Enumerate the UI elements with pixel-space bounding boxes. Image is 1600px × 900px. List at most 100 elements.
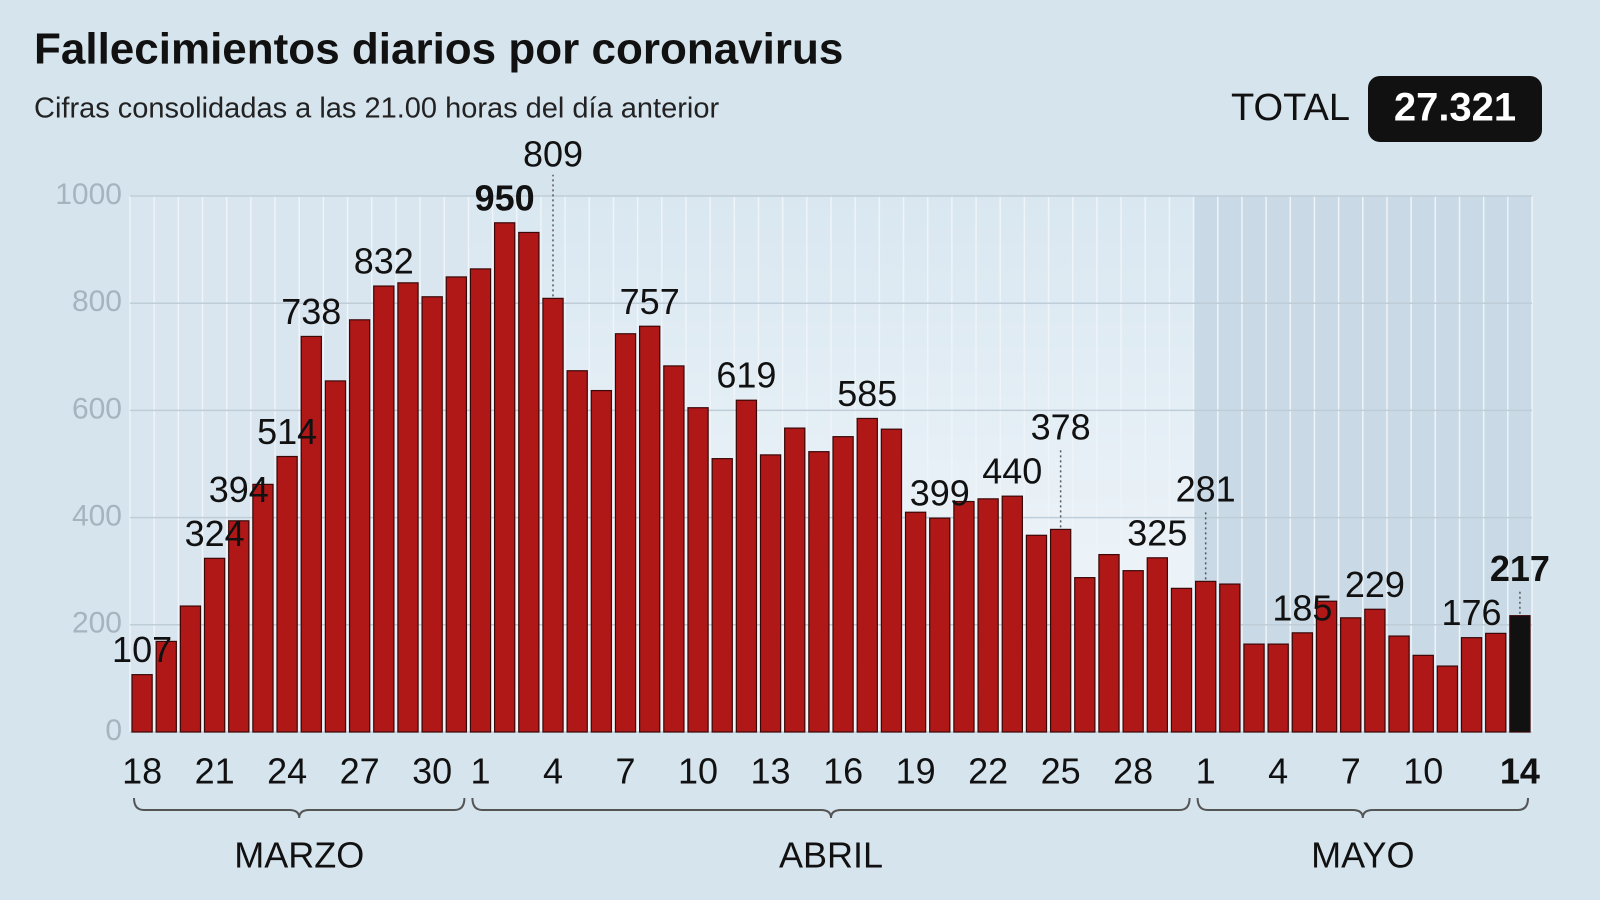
bar — [880, 428, 903, 733]
bar — [421, 296, 443, 733]
plot-area: 0200400600800100010732439451473883295080… — [55, 133, 1550, 875]
y-tick-label: 600 — [72, 392, 122, 425]
bar — [276, 455, 298, 733]
bar — [252, 483, 274, 733]
bar — [373, 285, 395, 733]
x-tick-label: 10 — [678, 751, 718, 792]
bar — [445, 276, 468, 733]
value-label: 325 — [1127, 512, 1187, 553]
value-label: 217 — [1490, 548, 1550, 589]
value-label: 809 — [523, 133, 583, 174]
bar — [711, 458, 733, 733]
x-tick-label: 27 — [340, 751, 380, 792]
month-bracket — [1196, 797, 1529, 819]
value-label: 619 — [716, 355, 776, 396]
x-tick-label: 19 — [896, 751, 936, 792]
value-label: 176 — [1442, 592, 1502, 633]
x-tick-label: 14 — [1500, 751, 1540, 792]
value-label: 324 — [185, 513, 245, 554]
value-label: 378 — [1031, 407, 1091, 448]
bar — [1291, 632, 1314, 733]
bar — [1122, 570, 1144, 733]
bar — [300, 335, 322, 733]
bar — [1025, 534, 1048, 733]
bar — [1049, 528, 1072, 733]
month-bracket — [471, 797, 1191, 819]
x-tick-label: 21 — [195, 751, 235, 792]
bar — [203, 557, 226, 733]
x-tick-label: 7 — [1341, 751, 1361, 792]
x-tick-label: 28 — [1113, 751, 1153, 792]
bar — [566, 370, 588, 733]
bar — [759, 454, 782, 733]
bar — [1485, 632, 1507, 733]
bar — [324, 380, 347, 733]
total-value: 27.321 — [1394, 86, 1516, 130]
value-label: 757 — [620, 281, 680, 322]
bar — [179, 605, 202, 733]
x-tick-label: 13 — [751, 751, 791, 792]
bar — [614, 333, 637, 733]
y-tick-label: 800 — [72, 285, 122, 318]
bar — [1098, 553, 1120, 733]
bar — [397, 282, 419, 733]
value-label: 440 — [982, 451, 1042, 492]
value-label: 585 — [837, 373, 897, 414]
bar — [1243, 643, 1265, 733]
x-tick-label: 30 — [412, 751, 452, 792]
bar — [1146, 557, 1169, 733]
bar — [228, 520, 250, 733]
value-label: 514 — [257, 411, 317, 452]
bar — [493, 222, 516, 733]
bar — [1364, 608, 1386, 733]
value-label: 394 — [209, 469, 269, 510]
y-tick-label: 0 — [105, 714, 122, 747]
x-tick-label: 22 — [968, 751, 1008, 792]
x-tick-label: 1 — [1196, 751, 1216, 792]
y-tick-label: 1000 — [55, 178, 122, 211]
x-tick-label: 4 — [543, 751, 563, 792]
bar — [929, 517, 951, 733]
bar — [687, 407, 709, 733]
month-label: ABRIL — [779, 835, 883, 876]
bar — [131, 674, 153, 733]
bar — [1509, 615, 1531, 733]
month-bracket — [133, 797, 466, 819]
value-label: 950 — [475, 177, 535, 218]
bar — [348, 319, 371, 733]
bar — [1436, 665, 1459, 733]
bar — [977, 498, 999, 733]
y-tick-label: 200 — [72, 607, 122, 640]
bar — [904, 511, 927, 733]
bar — [1219, 583, 1241, 733]
bar — [1074, 577, 1096, 733]
bar — [1001, 495, 1023, 733]
total-box — [1368, 76, 1542, 142]
bar — [832, 436, 854, 733]
bar — [1170, 587, 1193, 733]
bar — [590, 389, 613, 733]
bar — [856, 417, 878, 733]
bar — [663, 365, 685, 733]
bar — [735, 399, 758, 733]
bar — [469, 268, 492, 733]
x-tick-label: 10 — [1403, 751, 1443, 792]
bar — [1388, 635, 1410, 733]
x-tick-label: 16 — [823, 751, 863, 792]
x-tick-label: 4 — [1268, 751, 1288, 792]
value-label: 832 — [354, 241, 414, 282]
bar — [155, 640, 177, 733]
value-label: 281 — [1176, 468, 1236, 509]
y-tick-label: 400 — [72, 500, 122, 533]
total-label: TOTAL — [1231, 87, 1350, 129]
x-tick-label: 24 — [267, 751, 307, 792]
chart-title: Fallecimientos diarios por coronavirus — [34, 25, 843, 74]
x-tick-label: 7 — [616, 751, 636, 792]
month-label: MAYO — [1311, 835, 1414, 876]
bar — [1340, 617, 1362, 733]
bar — [1460, 637, 1483, 733]
bar — [1267, 643, 1289, 733]
bar — [1315, 600, 1338, 733]
